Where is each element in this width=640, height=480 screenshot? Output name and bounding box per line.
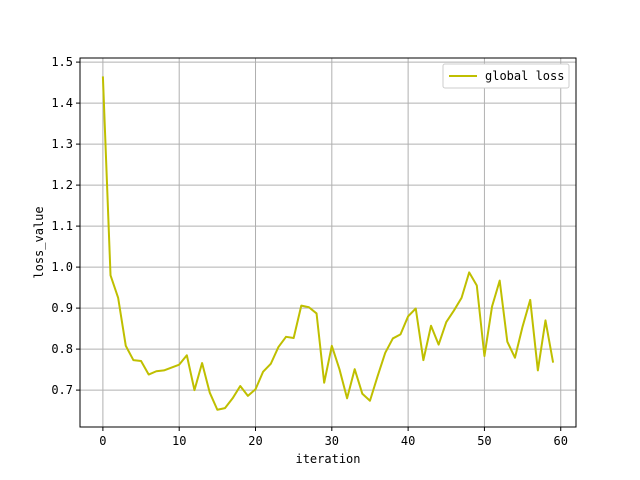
y-tick-label: 1.3	[51, 137, 73, 151]
y-axis-label: loss_value	[32, 206, 46, 278]
legend-box	[442, 63, 570, 89]
y-tick-label: 1.2	[51, 178, 73, 192]
y-tick-label: 1.0	[51, 260, 73, 274]
y-tick-label: 1.5	[51, 55, 73, 69]
y-tick-label: 0.8	[51, 342, 73, 356]
x-tick-label: 10	[172, 434, 186, 448]
legend-label: global loss	[485, 69, 564, 83]
series-line-global-loss	[101, 76, 555, 411]
x-tick-label: 30	[325, 434, 339, 448]
x-axis-label: iteration	[295, 452, 360, 466]
x-tick-label: 0	[99, 434, 106, 448]
y-tick-label: 0.9	[51, 301, 73, 315]
y-tick-label: 0.7	[51, 383, 73, 397]
y-tick-label: 1.4	[51, 96, 73, 110]
y-tick-label: 1.1	[51, 219, 73, 233]
legend: global loss	[442, 63, 570, 89]
x-tick-label: 60	[554, 434, 568, 448]
x-tick-label: 50	[477, 434, 491, 448]
grid	[80, 58, 576, 427]
ticks: 0 10 20 30 40 50 60 0.7 0.8 0.9 1.0 1.1 1.2 1.3 1.4 1.5	[51, 55, 568, 448]
series-layer	[101, 76, 555, 411]
plot-frame	[79, 57, 577, 428]
x-tick-label: 40	[401, 434, 415, 448]
x-tick-label: 20	[248, 434, 262, 448]
